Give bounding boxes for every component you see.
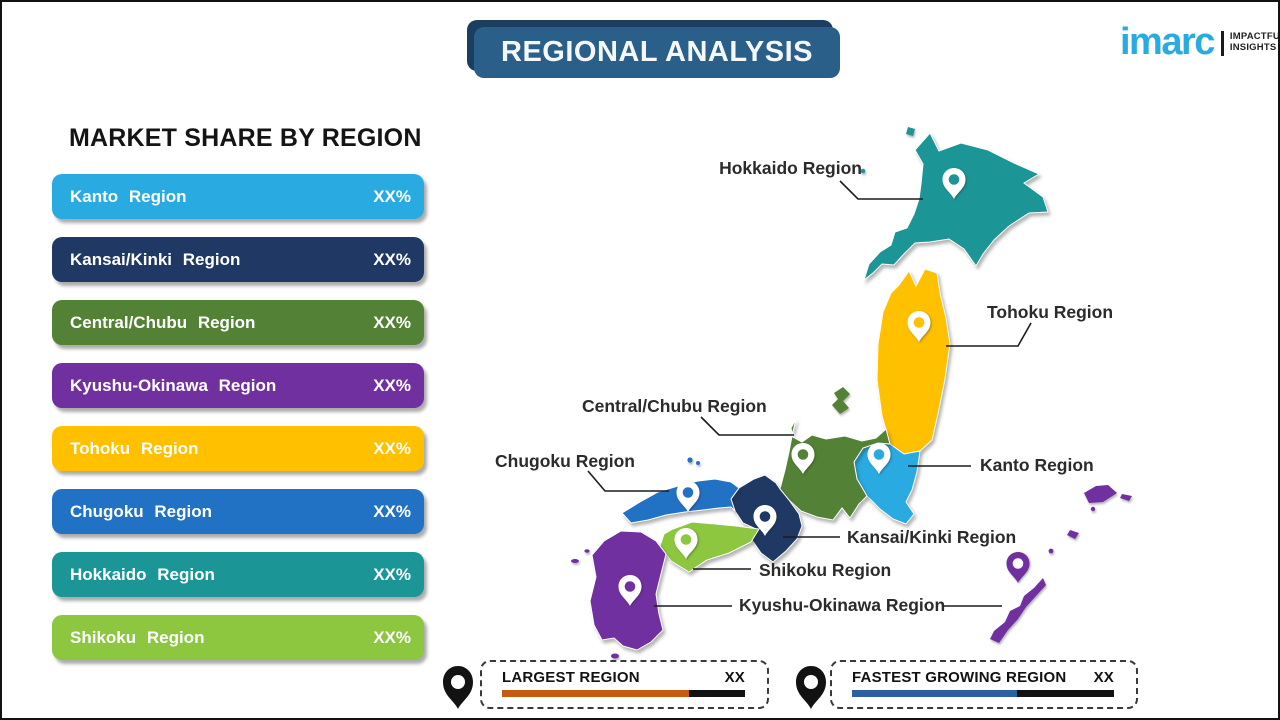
hokkaido-connector-line [839,180,923,200]
chugoku-map-label: Chugoku Region [495,451,635,471]
region-value: XX% [373,501,411,521]
region-value: XX% [373,564,411,584]
goto-islet-shape [584,549,590,553]
tohoku-map-label: Tohoku Region [987,302,1113,322]
shikoku-pin-icon [674,528,698,559]
region-value: XX% [373,375,411,395]
region-label: Kanto Region [70,186,187,206]
fastest-growing-region-pin-icon [796,666,826,709]
region-value: XX% [373,627,411,647]
largest-region-pin-icon [443,666,473,709]
goto-islet-shape [571,559,579,563]
region-label: Central/Chubu Region [70,312,256,332]
logo-tagline-line1: IMPACTFUL [1229,31,1280,42]
rishiri-island-shape [906,127,915,136]
kyushu-islet-shape [611,653,619,659]
okinawa-pin-icon [1006,552,1030,583]
amami-islet-shape [1090,506,1096,512]
kyushu-okinawa-map-label: Kyushu-Okinawa Region [739,595,945,615]
market-share-bar-kansai: Kansai/Kinki Region XX% [52,237,424,282]
tohoku-region-shape [876,268,951,455]
kansai-map-label: Kansai/Kinki Region [847,527,1016,547]
market-share-bar-tohoku: Tohoku Region XX% [52,426,424,471]
hokkaido-pin-icon [942,168,966,199]
chugoku-connector-line [587,470,669,492]
chubu-connector-line [700,416,794,436]
largest-region-bar [502,690,745,697]
oki-island-shape [696,461,700,465]
tohoku-connector-line [946,322,1032,347]
sado-island-shape [832,387,850,414]
shikoku-map-label: Shikoku Region [759,560,891,580]
fastest-growing-region-label: FASTEST GROWING REGION [852,669,1067,686]
logo-tagline: IMPACTFUL INSIGHTS [1229,31,1280,53]
kanto-pin-icon [867,443,891,474]
oki-island-shape [687,457,693,463]
market-share-bar-shikoku: Shikoku Region XX% [52,615,424,660]
region-label: Chugoku Region [70,501,212,521]
shikoku-region-shape [659,521,760,573]
hokkaido-region-shape [863,132,1049,282]
market-share-bar-hokkaido: Hokkaido Region XX% [52,552,424,597]
kyushu-pin-icon [618,575,642,606]
fastest-growing-region-bar [852,690,1114,697]
page-title: REGIONAL ANALYSIS [501,36,813,68]
amami-islet-shape [1120,494,1132,501]
logo-tagline-line2: INSIGHTS [1229,41,1277,53]
market-share-bar-chugoku: Chugoku Region XX% [52,489,424,534]
region-label: Kansai/Kinki Region [70,249,241,269]
region-label: Hokkaido Region [70,564,215,584]
market-share-bar-kyushu: Kyushu-Okinawa Region XX% [52,363,424,408]
region-label: Shikoku Region [70,627,205,647]
market-share-bar-chubu: Central/Chubu Region XX% [52,300,424,345]
region-label: Tohoku Region [70,438,199,458]
imarc-logo: imarc IMPACTFUL INSIGHTS [1120,21,1280,63]
amami-island-shape [1084,485,1117,503]
okushiri-island-shape [860,168,866,174]
kansai-pin-icon [753,505,777,536]
central-chubu-map-label: Central/Chubu Region [582,396,767,416]
largest-region-label: LARGEST REGION [502,669,640,686]
fastest-growing-region-legend: FASTEST GROWING REGION XX [830,660,1138,709]
hokkaido-map-label: Hokkaido Region [719,158,862,178]
largest-region-bar-fill [502,690,690,697]
market-share-bar-kanto: Kanto Region XX% [52,174,424,219]
okinawa-island-shape [990,578,1046,643]
market-share-heading: MARKET SHARE BY REGION [69,124,422,152]
largest-region-value: XX [724,669,745,686]
chugoku-pin-icon [676,481,700,512]
amami-islet-shape [1048,548,1054,554]
fastest-growing-region-bar-fill [852,690,1018,697]
chubu-pin-icon [791,443,815,474]
page-title-box: REGIONAL ANALYSIS [474,27,840,78]
region-value: XX% [373,186,411,206]
tohoku-pin-icon [907,311,931,342]
imarc-logo-text: imarc [1120,21,1215,63]
region-value: XX% [373,312,411,332]
largest-region-legend: LARGEST REGION XX [480,660,769,709]
region-label: Kyushu-Okinawa Region [70,375,277,395]
amami-islet-shape [1067,530,1079,539]
fastest-growing-region-value: XX [1093,669,1114,686]
kanto-map-label: Kanto Region [980,455,1094,475]
region-value: XX% [373,249,411,269]
region-value: XX% [373,438,411,458]
logo-separator [1220,31,1224,56]
